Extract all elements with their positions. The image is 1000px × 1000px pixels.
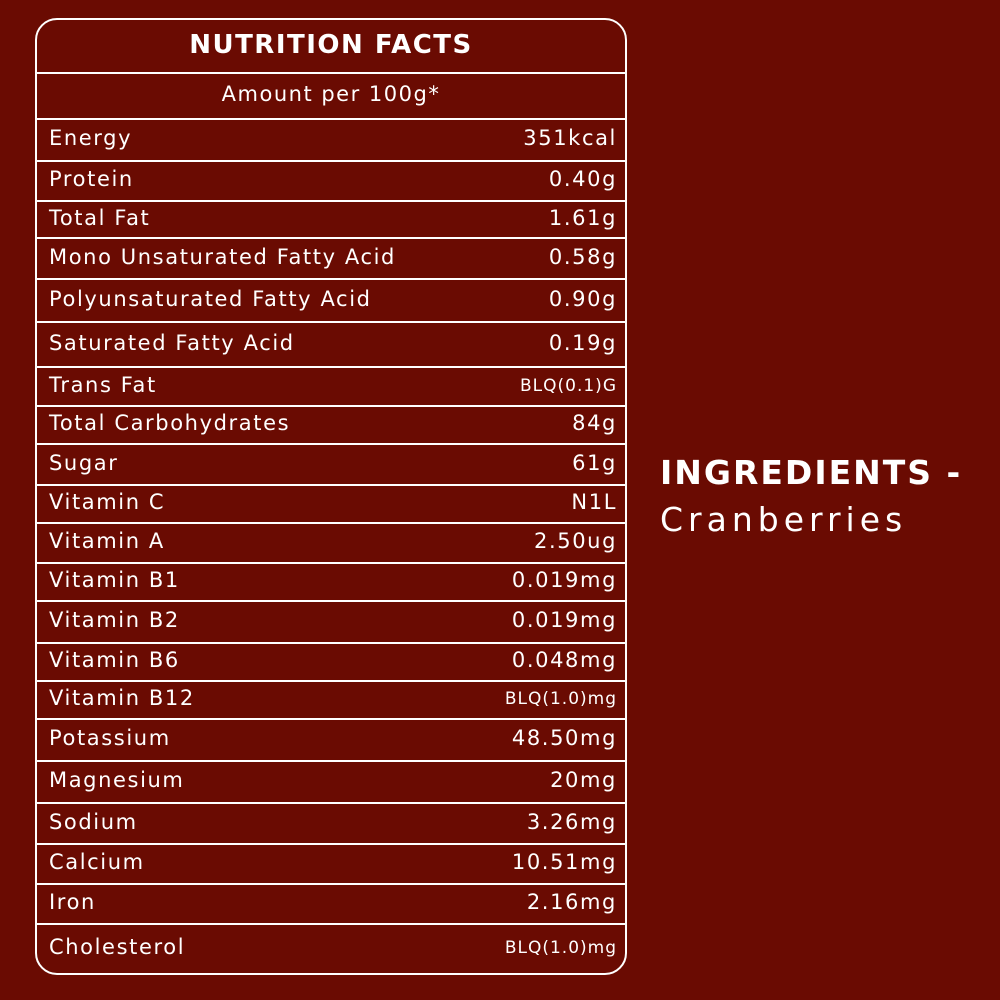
nutrient-value: 351kcal — [523, 126, 617, 150]
row-divider — [37, 522, 625, 524]
nutrient-value: 48.50mg — [511, 726, 617, 750]
nutrient-name: Total Carbohydrates — [49, 411, 291, 435]
nutrient-name: Energy — [49, 126, 133, 150]
row-divider — [37, 600, 625, 602]
nutrient-value: 20mg — [550, 768, 617, 792]
nutrient-name: Calcium — [49, 850, 145, 874]
row-divider — [37, 237, 625, 239]
nutrient-name: Vitamin C — [49, 490, 166, 514]
panel-subtitle: Amount per 100g* — [221, 82, 441, 106]
nutrient-value: 0.048mg — [511, 648, 617, 672]
nutrient-name: Vitamin B6 — [49, 648, 180, 672]
nutrient-value: 0.19g — [548, 330, 617, 355]
nutrient-value: 1.61g — [548, 205, 617, 230]
nutrient-value: 2.16mg — [526, 890, 617, 914]
nutrient-name: Vitamin B1 — [49, 568, 180, 592]
nutrient-name: Vitamin B2 — [49, 608, 180, 632]
row-divider — [37, 923, 625, 925]
nutrient-name: Sugar — [49, 450, 119, 475]
row-divider — [37, 843, 625, 845]
nutrient-name: Saturated Fatty Acid — [49, 330, 295, 355]
row-divider — [37, 200, 625, 202]
nutrient-value: 61g — [572, 450, 617, 475]
nutrient-name: Polyunsaturated Fatty Acid — [49, 286, 372, 311]
row-divider — [37, 405, 625, 407]
nutrient-value: 2.50ug — [534, 529, 617, 553]
row-divider — [37, 883, 625, 885]
divider — [37, 118, 625, 120]
nutrient-name: Vitamin B12 — [49, 686, 195, 710]
nutrient-name: Cholesterol — [49, 935, 186, 959]
ingredients-heading: INGREDIENTS - — [660, 453, 963, 492]
nutrient-value: 0.019mg — [511, 608, 617, 632]
row-divider — [37, 443, 625, 445]
row-divider — [37, 642, 625, 644]
nutrient-value: 0.90g — [548, 286, 617, 311]
row-divider — [37, 680, 625, 682]
nutrient-value: 0.40g — [548, 167, 617, 191]
nutrient-value: 0.019mg — [511, 568, 617, 592]
nutrient-name: Iron — [49, 890, 96, 914]
nutrient-name: Trans Fat — [49, 372, 157, 397]
nutrient-name: Magnesium — [49, 768, 185, 792]
row-divider — [37, 484, 625, 486]
row-divider — [37, 760, 625, 762]
nutrient-name: Vitamin A — [49, 529, 165, 553]
row-divider — [37, 160, 625, 162]
panel-title: NUTRITION FACTS — [189, 30, 473, 60]
divider — [37, 72, 625, 74]
nutrient-value: 84g — [572, 411, 617, 435]
nutrient-value: 0.58g — [548, 244, 617, 269]
row-divider — [37, 562, 625, 564]
nutrient-value: 10.51mg — [511, 850, 617, 874]
row-divider — [37, 278, 625, 280]
row-divider — [37, 321, 625, 323]
nutrient-value: BLQ(1.0)mg — [504, 689, 617, 709]
nutrition-panel: NUTRITION FACTS Amount per 100g* Energy 3… — [35, 18, 627, 975]
nutrient-value: BLQ(1.0)mg — [504, 938, 617, 958]
row-divider — [37, 718, 625, 720]
nutrient-name: Sodium — [49, 809, 138, 834]
nutrient-name: Total Fat — [49, 205, 151, 230]
nutrient-value: BLQ(0.1)G — [520, 375, 617, 396]
nutrient-value: N1L — [571, 490, 617, 514]
nutrient-name: Potassium — [49, 726, 171, 750]
nutrient-name: Protein — [49, 167, 134, 191]
ingredients-text: Cranberries — [660, 500, 908, 539]
row-divider — [37, 366, 625, 368]
nutrient-value: 3.26mg — [526, 809, 617, 834]
nutrient-name: Mono Unsaturated Fatty Acid — [49, 244, 396, 269]
row-divider — [37, 802, 625, 804]
